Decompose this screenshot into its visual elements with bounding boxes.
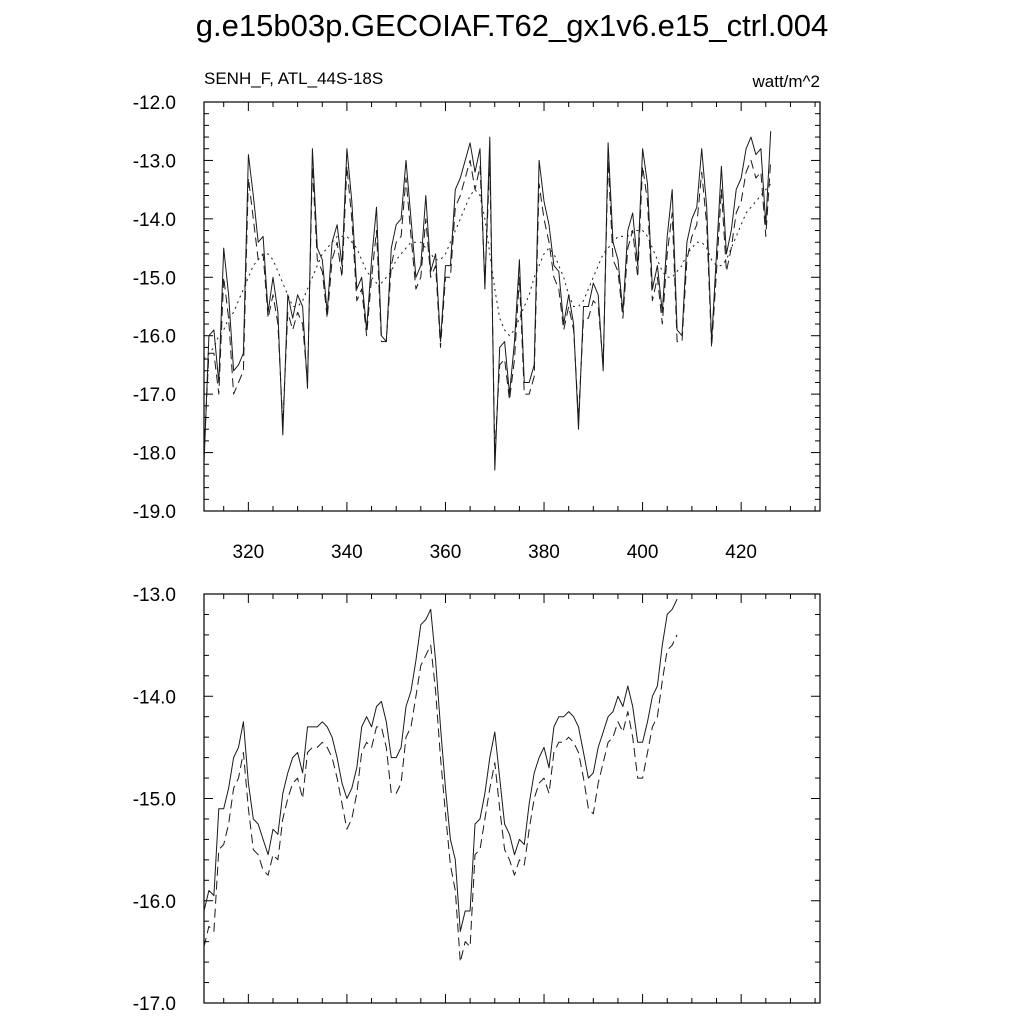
units-label: watt/m^2 (752, 72, 821, 91)
variable-region-label: SENH_F, ATL_44S-18S (204, 69, 383, 88)
y-tick-label: -12.0 (133, 93, 176, 114)
y-tick-label: -16.0 (133, 892, 176, 913)
series-line-dotted (204, 183, 772, 360)
y-tick-label: -14.0 (133, 687, 176, 708)
series-line-dashed (204, 634, 678, 963)
y-tick-label: -13.0 (133, 151, 176, 172)
x-tick-label: 400 (627, 542, 659, 563)
series-line-solid (204, 598, 678, 932)
x-tick-label: 380 (528, 542, 560, 563)
figure-title: g.e15b03p.GECOIAF.T62_gx1v6.e15_ctrl.004 (195, 8, 829, 43)
bottom-panel: -13.0 -14.0 -15.0 -16.0 -17.0 (133, 585, 821, 1015)
x-tick-label: 340 (331, 542, 363, 563)
series-line-solid (204, 131, 772, 471)
x-tick-label: 320 (233, 542, 265, 563)
y-tick-label: -17.0 (133, 994, 176, 1015)
plot-frame (203, 593, 821, 1004)
y-tick-label: -17.0 (133, 385, 176, 406)
y-tick-label: -14.0 (133, 210, 176, 231)
series-line-dashed (204, 159, 772, 454)
y-tick-label: -15.0 (133, 268, 176, 289)
y-tick-label: -15.0 (133, 790, 176, 811)
x-tick-label: 420 (725, 542, 757, 563)
y-tick-label: -18.0 (133, 444, 176, 465)
y-tick-label: -16.0 (133, 327, 176, 348)
y-tick-label: -19.0 (133, 502, 176, 523)
x-tick-label: 360 (430, 542, 462, 563)
y-tick-label: -13.0 (133, 585, 176, 606)
top-panel: SENH_F, ATL_44S-18S watt/m^2 -12.0 -13.0 -… (133, 69, 821, 563)
plot-frame (203, 101, 821, 512)
